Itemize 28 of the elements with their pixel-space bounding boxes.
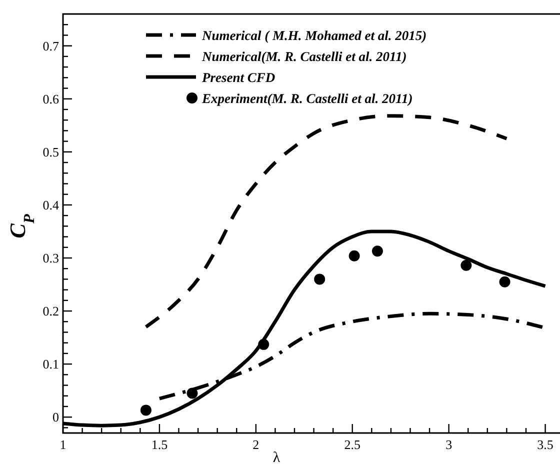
y-tick-label: 0.5 (42, 144, 59, 160)
point (460, 260, 472, 271)
point (372, 246, 383, 257)
legend-label: Numerical(M. R. Castelli et al. 2011) (201, 49, 407, 64)
point (258, 338, 270, 350)
point (348, 250, 360, 262)
x-tick-label: 1 (60, 437, 66, 452)
y-tick-label: 0.2 (42, 304, 59, 319)
point (186, 388, 198, 399)
legend-label: Present CFD (202, 70, 276, 85)
y-tick-label: 0.1 (42, 356, 59, 372)
x-axis-title: λ (272, 450, 281, 464)
x-tick-label: 3 (446, 437, 452, 452)
point (314, 274, 326, 285)
point (499, 276, 510, 288)
point (140, 404, 152, 416)
y-tick-label: 0.3 (42, 250, 59, 266)
y-tick-label: 0.7 (42, 38, 60, 54)
y-tick-label: 0 (52, 410, 59, 425)
x-tick-label: 2.5 (344, 437, 360, 452)
x-tick-label: 3.5 (537, 437, 554, 452)
y-tick-label: 0.6 (42, 91, 60, 106)
x-tick-label: 2 (252, 437, 260, 452)
x-tick-label: 1.5 (151, 437, 168, 452)
y-tick-label: 0.4 (42, 197, 60, 212)
line-series (144, 114, 508, 329)
legend-label: Numerical ( M.H. Mohamed et al. 2015) (201, 28, 427, 43)
legend-label: Experiment(M. R. Castelli et al. 2011) (201, 91, 413, 106)
